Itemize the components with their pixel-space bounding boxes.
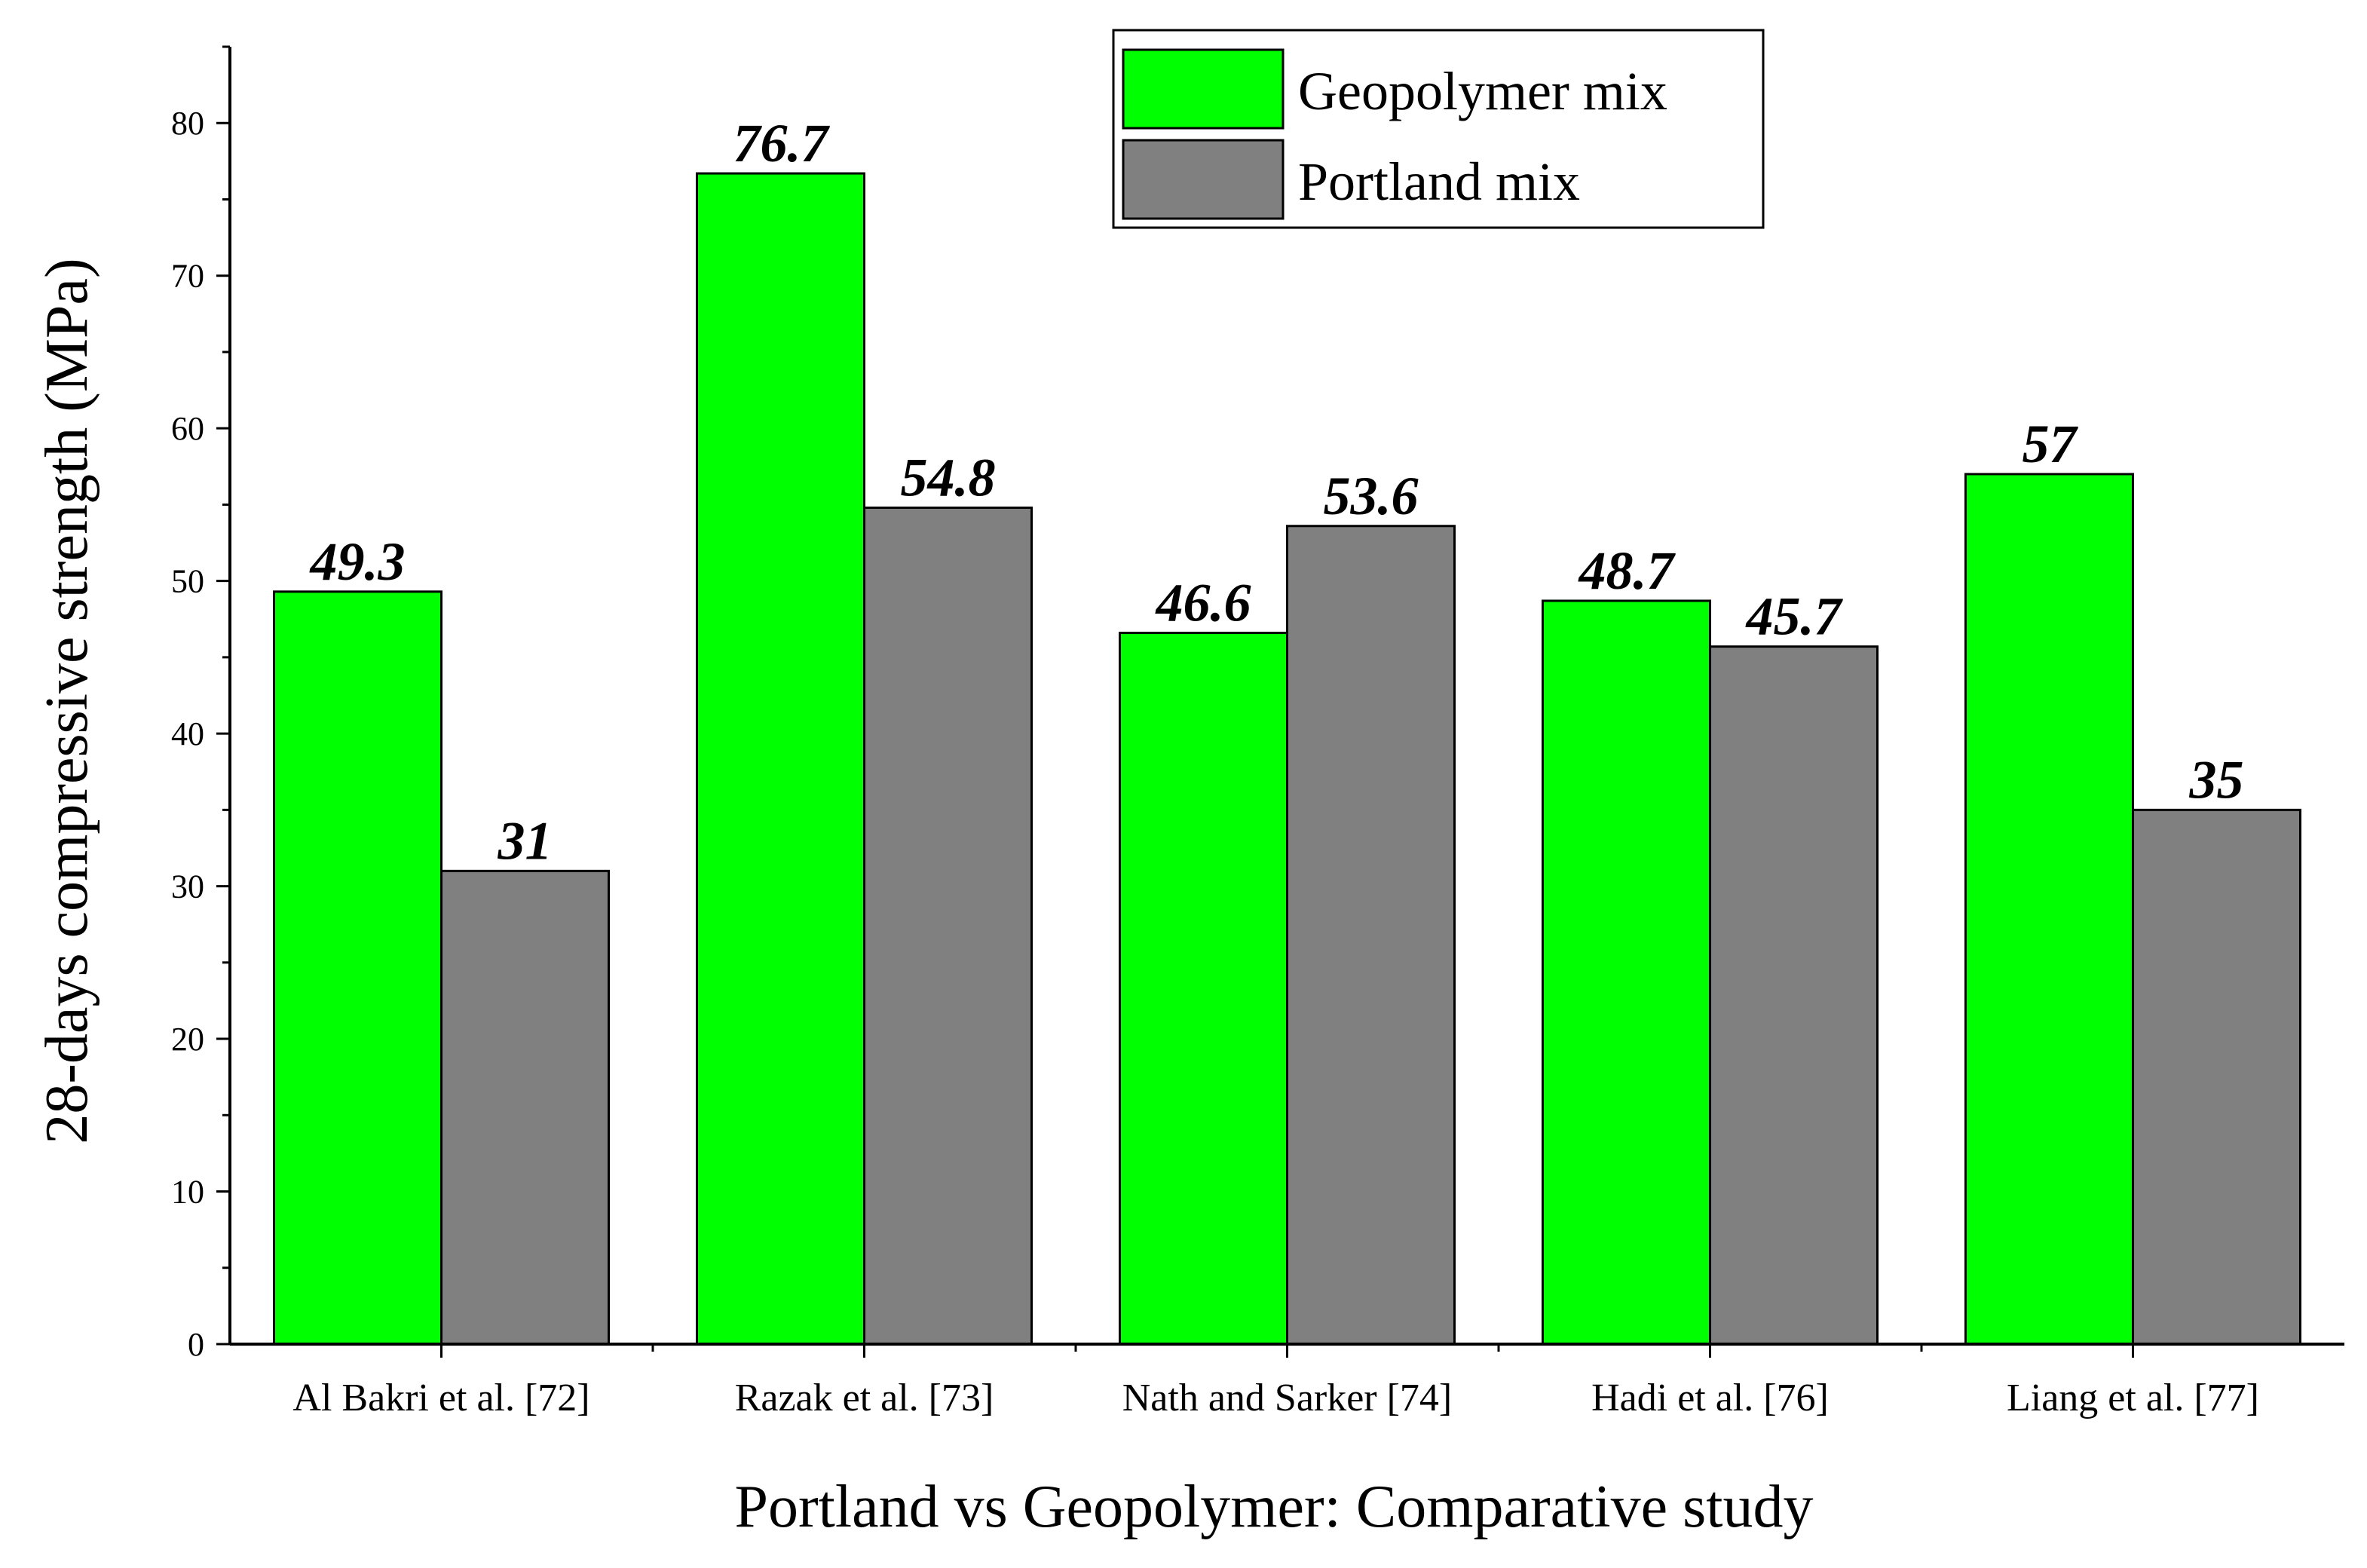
bar-geopolymer-0: [273, 590, 442, 1346]
y-tick-label-5: 50: [171, 563, 204, 600]
bar-portland-2: [1286, 525, 1456, 1346]
bar-portland-4: [2132, 808, 2301, 1346]
y-tick-label-0: 0: [188, 1326, 204, 1363]
x-tick-label-2: Nath and Sarker [74]: [1122, 1377, 1453, 1419]
data-label-geopolymer-3: 48.7: [1578, 541, 1676, 601]
bars-layer: [273, 172, 2301, 1346]
y-tick-label-6: 60: [171, 410, 204, 447]
axes-layer: Al Bakri et al. [72] Razak et al. [73] Nat…: [171, 45, 2344, 1419]
legend-label-geopolymer: Geopolymer mix: [1298, 61, 1667, 121]
x-tick-label-0: Al Bakri et al. [72]: [292, 1377, 589, 1419]
data-label-portland-4: 35: [2189, 749, 2244, 810]
data-label-portland-3: 45.7: [1745, 586, 1844, 647]
bar-geopolymer-4: [1964, 473, 2134, 1346]
data-label-geopolymer-4: 57: [2023, 414, 2079, 474]
y-axis-title: 28-days compressive strength (MPa): [34, 258, 100, 1144]
x-tick-label-1: Razak et al. [73]: [735, 1377, 994, 1419]
y-tick-label-8: 80: [171, 105, 204, 142]
y-tick-label-7: 70: [171, 258, 204, 295]
data-label-portland-0: 31: [498, 810, 553, 871]
data-label-geopolymer-2: 46.6: [1155, 572, 1251, 632]
bar-portland-0: [440, 869, 610, 1346]
y-tick-label-2: 20: [171, 1021, 204, 1058]
x-axis-title: Portland vs Geopolymer: Comparative stud…: [735, 1474, 1814, 1540]
legend-swatch-portland: [1122, 139, 1285, 220]
x-tick-label-3: Hadi et al. [76]: [1591, 1377, 1829, 1419]
data-label-geopolymer-1: 76.7: [733, 113, 831, 173]
x-tick-label-4: Liang et al. [77]: [2007, 1377, 2259, 1419]
data-label-portland-2: 53.6: [1324, 466, 1419, 526]
bar-geopolymer-1: [696, 172, 865, 1346]
y-tick-label-1: 10: [171, 1174, 204, 1211]
data-labels-layer: 49.3 31 76.7 54.8 46.6 53.6 48.7 45.7 57 35: [309, 113, 2244, 871]
legend-label-portland: Portland mix: [1298, 152, 1580, 212]
bar-geopolymer-2: [1119, 631, 1288, 1346]
y-tick-label-3: 30: [171, 868, 204, 905]
legend-swatch-geopolymer: [1122, 48, 1285, 130]
data-label-portland-1: 54.8: [901, 447, 996, 507]
bar-portland-3: [1709, 645, 1879, 1346]
bar-portland-1: [863, 506, 1033, 1346]
data-label-geopolymer-0: 49.3: [309, 531, 406, 592]
bar-geopolymer-3: [1542, 599, 1711, 1346]
legend: Geopolymer mix Portland mix: [1112, 29, 1765, 229]
y-tick-label-4: 40: [171, 715, 204, 752]
